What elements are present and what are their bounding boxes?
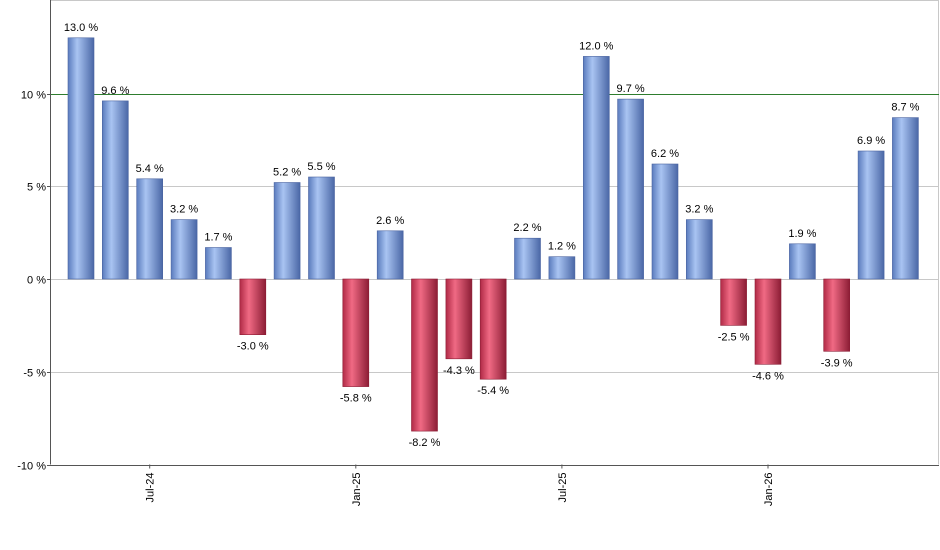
data-label: 13.0 % [64, 22, 98, 34]
data-label: 3.2 % [685, 204, 713, 216]
bar [205, 247, 232, 280]
bars [67, 37, 919, 432]
y-tick-label: -10 % [17, 461, 46, 473]
data-label: 5.2 % [273, 167, 301, 179]
data-label: -8.2 % [409, 437, 441, 449]
data-label: -2.5 % [718, 331, 750, 343]
bar [342, 278, 370, 387]
data-label: 1.2 % [548, 241, 576, 253]
bar [685, 219, 713, 280]
x-tick-label: Jul-24 [145, 473, 157, 503]
y-tick-label: 5 % [27, 182, 46, 194]
data-label: -4.3 % [443, 365, 475, 377]
data-label: 8.7 % [891, 102, 919, 114]
bar [582, 56, 610, 280]
data-label: 5.5 % [307, 161, 335, 173]
bar [857, 150, 885, 280]
bar [823, 278, 851, 352]
y-tick-label: 0 % [27, 275, 46, 287]
data-label: 2.6 % [376, 215, 404, 227]
bar [548, 256, 576, 280]
bar [892, 117, 919, 280]
data-label: -3.9 % [821, 357, 853, 369]
x-tick-label: Jan-26 [763, 473, 775, 507]
bar [720, 278, 747, 326]
bar [273, 182, 301, 280]
bar [651, 163, 679, 280]
data-label: 3.2 % [170, 204, 198, 216]
bar [170, 219, 198, 280]
data-labels: 13.0 % 9.6 % 5.4 % 3.2 % 1.7 % -3.0 % 5.2 % 5.5… [64, 22, 920, 449]
bar [102, 100, 129, 280]
y-tick-label: -5 % [23, 368, 46, 380]
data-label: 2.2 % [513, 222, 541, 234]
bar [411, 278, 438, 432]
bar [514, 237, 541, 280]
data-label: -5.8 % [340, 393, 372, 405]
data-label: -4.6 % [752, 370, 784, 382]
data-label: -3.0 % [237, 341, 269, 353]
data-label: 9.6 % [101, 85, 129, 97]
data-label: 9.7 % [617, 83, 645, 95]
data-label: 1.7 % [204, 232, 232, 244]
x-tick-label: Jan-25 [351, 473, 363, 507]
data-label: 12.0 % [579, 40, 613, 52]
x-tick-label: Jul-25 [557, 473, 569, 503]
bar [308, 176, 335, 280]
data-label: 1.9 % [788, 228, 816, 240]
bar [67, 37, 95, 280]
data-label: 5.4 % [136, 163, 164, 175]
axes [47, 0, 939, 469]
bar [445, 278, 473, 360]
bar [789, 243, 816, 280]
bar [136, 178, 163, 280]
y-axis-tick-labels: -10 % -5 % 0 % 5 % 10 % [17, 90, 46, 473]
bar [754, 278, 782, 365]
data-label: 6.9 % [857, 135, 885, 147]
y-tick-label: 10 % [21, 90, 46, 102]
x-axis-tick-labels: Jul-24 Jan-25 Jul-25 Jan-26 [145, 473, 775, 507]
data-label: -5.4 % [477, 385, 509, 397]
bar [376, 230, 404, 280]
bar [617, 98, 644, 280]
bar [239, 278, 267, 336]
data-label: 6.2 % [651, 148, 679, 160]
bar [479, 278, 507, 380]
